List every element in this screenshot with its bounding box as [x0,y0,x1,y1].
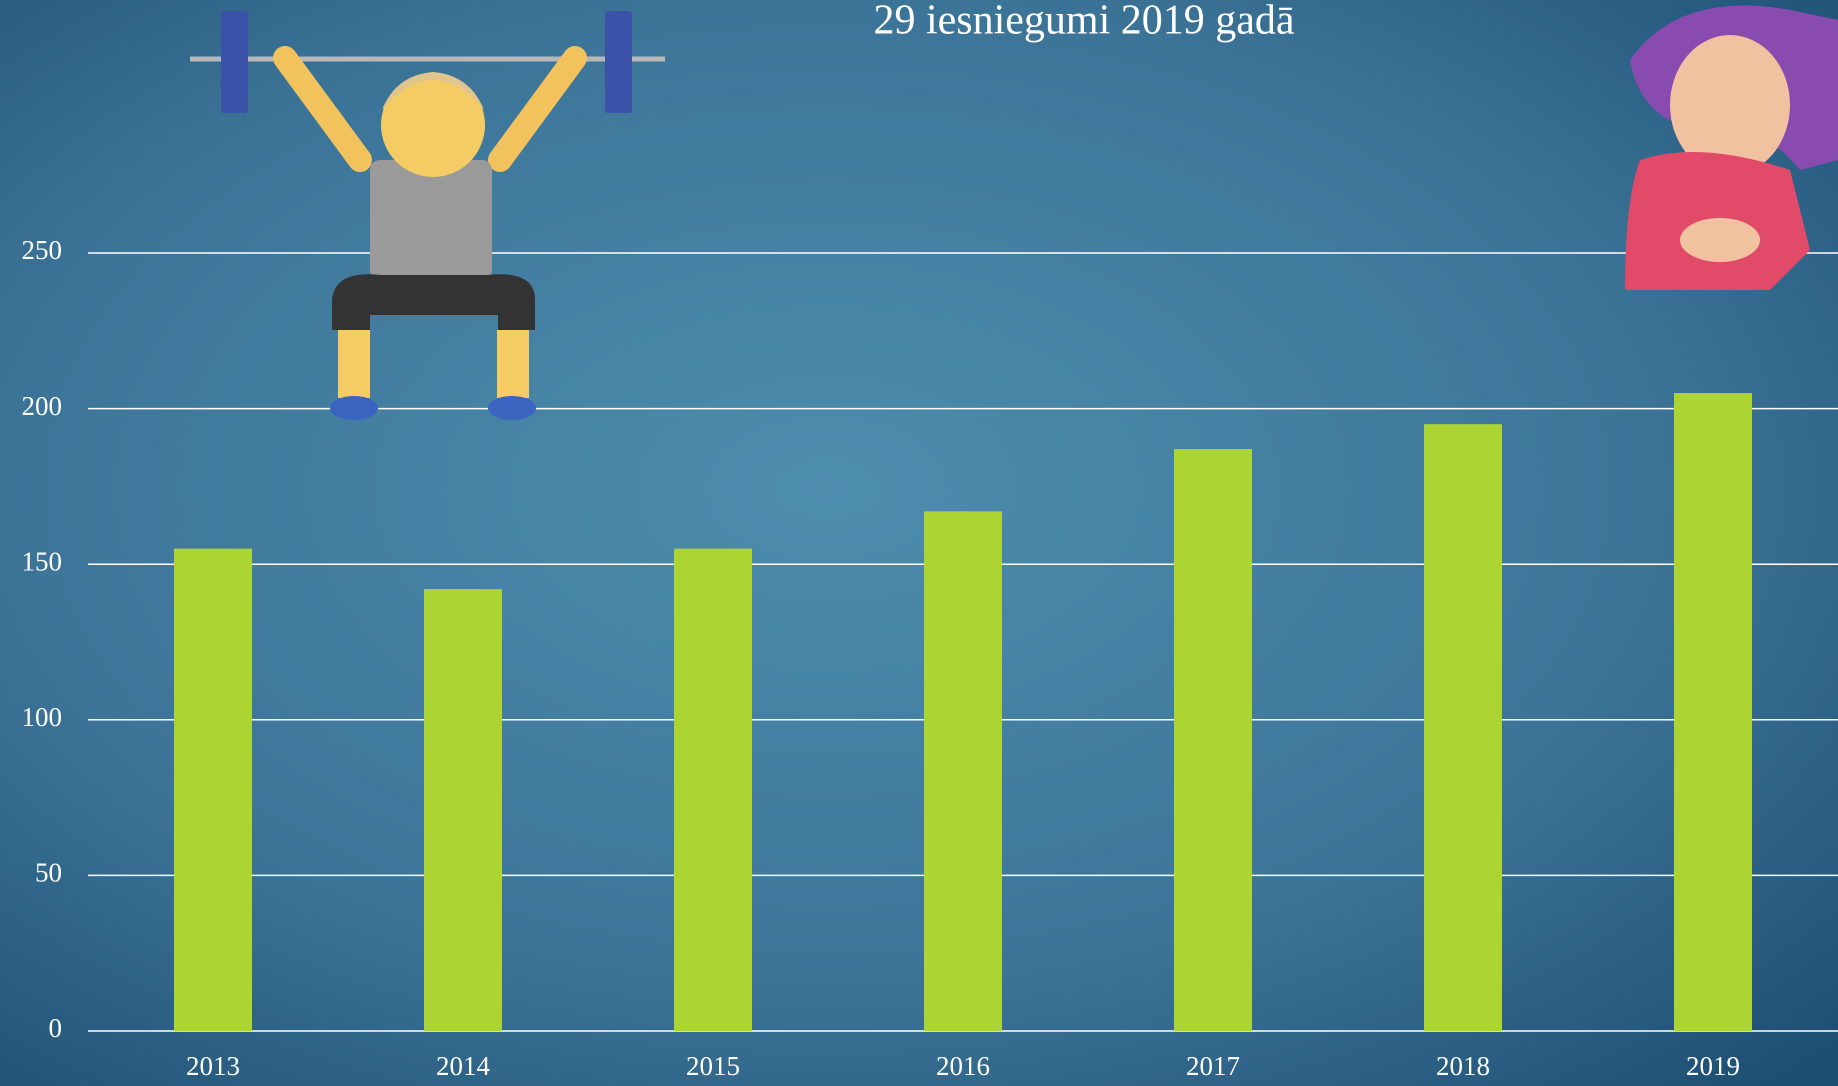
bar [1174,449,1252,1031]
bar [1424,424,1502,1031]
y-tick-label: 150 [22,546,63,576]
x-tick-label: 2019 [1686,1051,1740,1081]
woman-illustration [1625,5,1838,290]
bar [924,511,1002,1031]
y-tick-label: 50 [35,858,62,888]
x-tick-label: 2017 [1186,1051,1240,1081]
x-tick-label: 2013 [186,1051,240,1081]
bar [424,589,502,1031]
chart-subtitle: 29 iesniegumi 2019 gadā [873,0,1294,44]
x-tick-label: 2016 [936,1051,990,1081]
x-tick-label: 2015 [686,1051,740,1081]
y-tick-label: 200 [22,391,63,421]
x-tick-label: 2014 [436,1051,491,1081]
bar [174,548,252,1031]
weightlifter-illustration [190,11,665,420]
y-tick-label: 0 [49,1013,63,1043]
y-tick-label: 100 [22,702,63,732]
bar [674,548,752,1031]
x-tick-label: 2018 [1436,1051,1490,1081]
bar [1674,393,1752,1031]
y-tick-label: 250 [22,235,63,265]
